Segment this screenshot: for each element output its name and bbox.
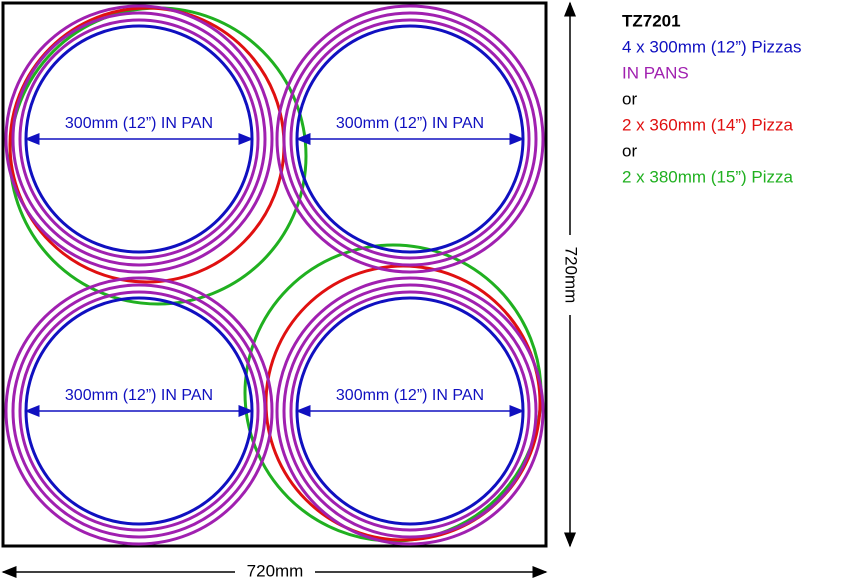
note: or (622, 141, 637, 160)
pan-ring (275, 4, 545, 274)
circles (8, 6, 543, 543)
pan-ring (282, 283, 538, 539)
pan-label: 300mm (12”) IN PAN (65, 387, 213, 404)
note: 2 x 360mm (14”) Pizza (622, 115, 794, 134)
pan-ring (289, 18, 531, 260)
pan-ring (4, 276, 274, 546)
pans: 300mm (12”) IN PAN 300mm (12”) IN PAN 300m… (4, 4, 545, 546)
model-title: TZ7201 (622, 11, 681, 30)
tray-outline (1, 1, 548, 548)
pan-label: 300mm (12”) IN PAN (65, 115, 213, 132)
note: IN PANS (622, 63, 689, 82)
pan-ring (275, 276, 545, 546)
horizontal-dimension: 720mm (1, 561, 548, 580)
pan-ring (282, 11, 538, 267)
pan-ring (11, 11, 267, 267)
pan-ring (289, 290, 531, 532)
pizza-380 (8, 6, 308, 306)
pan-ring (11, 283, 267, 539)
note: or (622, 89, 637, 108)
pan-label: 300mm (12”) IN PAN (336, 387, 484, 404)
vertical-dimension: 720mm (562, 1, 581, 548)
pan-label: 300mm (12”) IN PAN (336, 115, 484, 132)
width-label: 720mm (247, 561, 304, 580)
pan-ring (4, 4, 274, 274)
note: 2 x 380mm (15”) Pizza (622, 167, 794, 186)
legend: TZ7201 4 x 300mm (12”) Pizzas IN PANS or… (622, 11, 802, 186)
pan-ring (18, 18, 260, 260)
note: 4 x 300mm (12”) Pizzas (622, 37, 802, 56)
height-label: 720mm (562, 247, 581, 304)
pan-ring (18, 290, 260, 532)
